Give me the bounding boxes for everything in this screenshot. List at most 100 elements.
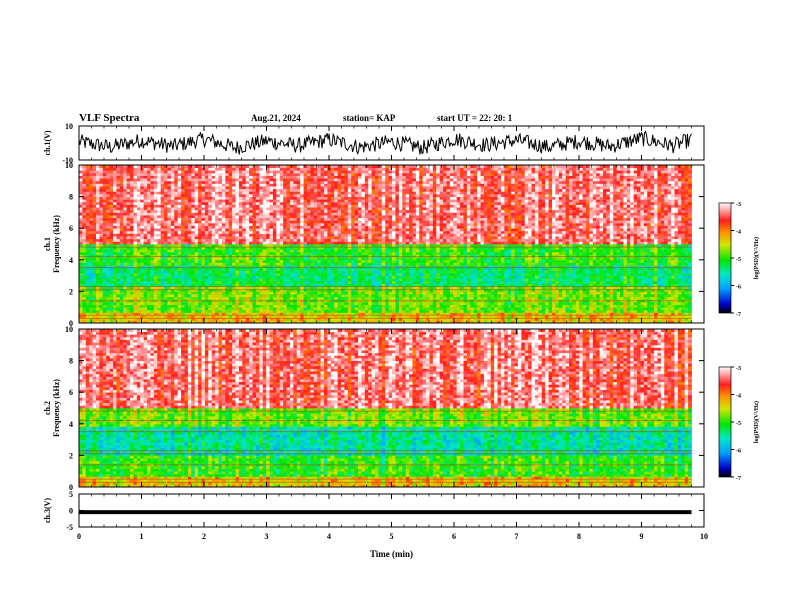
- spectrogram-cell: [253, 252, 257, 255]
- spectrogram-cell: [246, 199, 250, 202]
- spectrogram-cell: [348, 268, 352, 271]
- spectrogram-cell: [127, 281, 131, 284]
- spectrogram-cell: [208, 270, 212, 273]
- spectrogram-cell: [130, 176, 134, 179]
- spectrogram-cell: [86, 181, 90, 184]
- spectrogram-cell: [280, 191, 284, 194]
- spectrogram-cell: [89, 189, 93, 192]
- spectrogram-cell: [259, 231, 263, 234]
- spectrogram-cell: [212, 273, 216, 276]
- spectrogram-cell: [103, 305, 107, 308]
- spectrogram-cell: [171, 223, 175, 226]
- spectrogram-cell: [341, 236, 345, 239]
- spectrogram-cell: [171, 194, 175, 197]
- spectrogram-cell: [205, 194, 209, 197]
- spectrogram-cell: [236, 228, 240, 231]
- spectrogram-cell: [246, 241, 250, 244]
- spectrogram-cell: [130, 189, 134, 192]
- spectrogram-cell: [293, 270, 297, 273]
- spectrogram-cell: [99, 186, 103, 189]
- spectrogram-cell: [344, 284, 348, 287]
- spectrogram-cell: [348, 252, 352, 255]
- spectrogram-cell: [236, 220, 240, 223]
- spectrogram-cell: [82, 310, 86, 313]
- spectrogram-cell: [249, 233, 253, 236]
- spectrogram-cell: [188, 168, 192, 171]
- panel-frame: [79, 126, 704, 160]
- spectrogram-cell: [263, 202, 267, 205]
- spectrogram-cell: [174, 276, 178, 279]
- spectrogram-cell: [99, 194, 103, 197]
- spectrogram-cell: [293, 194, 297, 197]
- spectrogram-cell: [300, 228, 304, 231]
- spectrogram-cell: [208, 220, 212, 223]
- spectrogram-cell: [290, 241, 294, 244]
- spectrogram-cell: [140, 189, 144, 192]
- spectrogram-cell: [184, 228, 188, 231]
- spectrogram-cell: [283, 307, 287, 310]
- spectrogram-cell: [270, 197, 274, 200]
- spectrogram-cell: [307, 233, 311, 236]
- spectrogram-cell: [202, 212, 206, 215]
- spectrogram-cell: [150, 183, 154, 186]
- spectrogram-cell: [188, 302, 192, 305]
- spectrogram-cell: [338, 260, 342, 263]
- spectrogram-cell: [120, 176, 124, 179]
- spectrogram-cell: [181, 205, 185, 208]
- spectrogram-cell: [290, 270, 294, 273]
- spectrogram-cell: [283, 273, 287, 276]
- spectrogram-cell: [280, 228, 284, 231]
- spectrogram-cell: [198, 202, 202, 205]
- spectrogram-cell: [273, 255, 277, 258]
- spectrogram-cell: [154, 268, 158, 271]
- spectrogram-cell: [99, 236, 103, 239]
- spectrogram-cell: [249, 181, 253, 184]
- spectrogram-cell: [110, 305, 114, 308]
- spectrogram-cell: [331, 183, 335, 186]
- spectrogram-cell: [304, 281, 308, 284]
- spectrogram-cell: [171, 257, 175, 260]
- spectrogram-cell: [293, 273, 297, 276]
- spectrogram-cell: [324, 257, 328, 260]
- spectrogram-cell: [283, 255, 287, 258]
- spectrogram-cell: [202, 315, 206, 318]
- spectrogram-cell: [93, 199, 97, 202]
- spectrogram-cell: [341, 278, 345, 281]
- spectrogram-cell: [167, 278, 171, 281]
- spectrogram-cell: [120, 178, 124, 181]
- spectrogram-cell: [229, 260, 233, 263]
- spectrogram-cell: [266, 178, 270, 181]
- spectrogram-cell: [191, 260, 195, 263]
- spectrogram-cell: [178, 244, 182, 247]
- spectrogram-cell: [242, 236, 246, 239]
- spectrogram-cell: [263, 273, 267, 276]
- spectrogram-cell: [219, 270, 223, 273]
- spectrogram-cell: [184, 291, 188, 294]
- spectrogram-cell: [266, 202, 270, 205]
- spectrogram-cell: [120, 252, 124, 255]
- spectrogram-cell: [93, 270, 97, 273]
- spectrogram-cell: [273, 207, 277, 210]
- spectrogram-cell: [290, 236, 294, 239]
- spectrogram-cell: [116, 191, 120, 194]
- spectrogram-cell: [355, 228, 359, 231]
- spectrogram-cell: [120, 273, 124, 276]
- spectrogram-cell: [140, 260, 144, 263]
- spectrogram-cell: [249, 226, 253, 229]
- spectrogram-cell: [273, 273, 277, 276]
- spectrogram-cell: [157, 315, 161, 318]
- spectrogram-cell: [202, 197, 206, 200]
- spectrogram-cell: [208, 252, 212, 255]
- spectrogram-cell: [344, 278, 348, 281]
- spectrogram-cell: [106, 183, 110, 186]
- spectrogram-cell: [327, 310, 331, 313]
- spectrogram-cell: [167, 212, 171, 215]
- spectrogram-cell: [150, 186, 154, 189]
- spectrogram-cell: [82, 170, 86, 173]
- spectrogram-cell: [290, 315, 294, 318]
- spectrogram-cell: [355, 260, 359, 263]
- spectrogram-cell: [263, 278, 267, 281]
- spectrogram-cell: [317, 241, 321, 244]
- spectrogram-cell: [256, 189, 260, 192]
- spectrogram-cell: [164, 252, 168, 255]
